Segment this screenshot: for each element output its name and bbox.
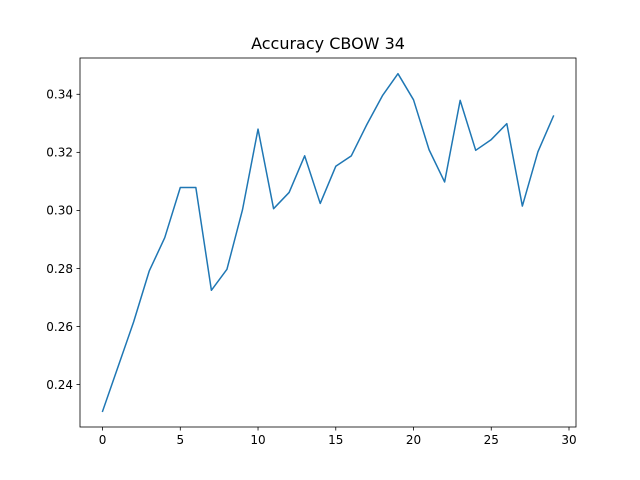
x-tick-label: 5 bbox=[176, 433, 184, 447]
y-tick-label: 0.28 bbox=[46, 262, 73, 276]
axes-frame bbox=[79, 57, 577, 428]
x-tick-label: 30 bbox=[561, 433, 576, 447]
x-tick-label: 0 bbox=[99, 433, 107, 447]
x-tick-label: 20 bbox=[406, 433, 421, 447]
x-tick-label: 15 bbox=[328, 433, 343, 447]
y-tick-label: 0.26 bbox=[46, 320, 73, 334]
chart-title: Accuracy CBOW 34 bbox=[251, 34, 405, 53]
y-tick-label: 0.34 bbox=[46, 88, 73, 102]
y-tick-label: 0.30 bbox=[46, 204, 73, 218]
plot-area: 0 5 10 15 20 25 30 0.24 0.26 0.28 0.30 0.32 0.34 bbox=[46, 57, 577, 447]
y-tick-label: 0.32 bbox=[46, 146, 73, 160]
x-tick-label: 25 bbox=[484, 433, 499, 447]
y-tick-label: 0.24 bbox=[46, 378, 73, 392]
x-tick-label: 10 bbox=[250, 433, 265, 447]
series-line-0 bbox=[101, 72, 555, 413]
